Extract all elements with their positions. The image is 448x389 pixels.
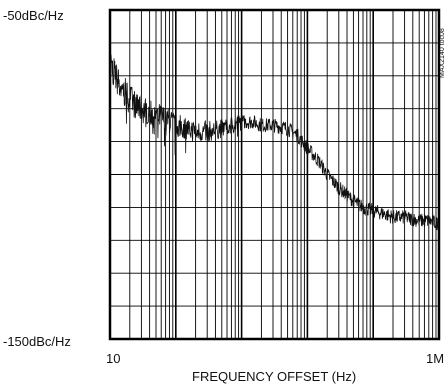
x-tick-label-left: 10 xyxy=(106,351,120,366)
grid-lines xyxy=(110,10,439,339)
y-tick-label-top: -50dBc/Hz xyxy=(3,8,64,23)
x-axis-label: FREQUENCY OFFSET (Hz) xyxy=(192,369,356,384)
watermark: MAX2140 toc08 xyxy=(439,28,446,78)
y-tick-label-bottom: -150dBc/Hz xyxy=(3,334,71,349)
noise-trace-line xyxy=(109,54,440,232)
x-tick-label-right: 1M xyxy=(426,351,444,366)
plot-frame xyxy=(108,8,441,341)
